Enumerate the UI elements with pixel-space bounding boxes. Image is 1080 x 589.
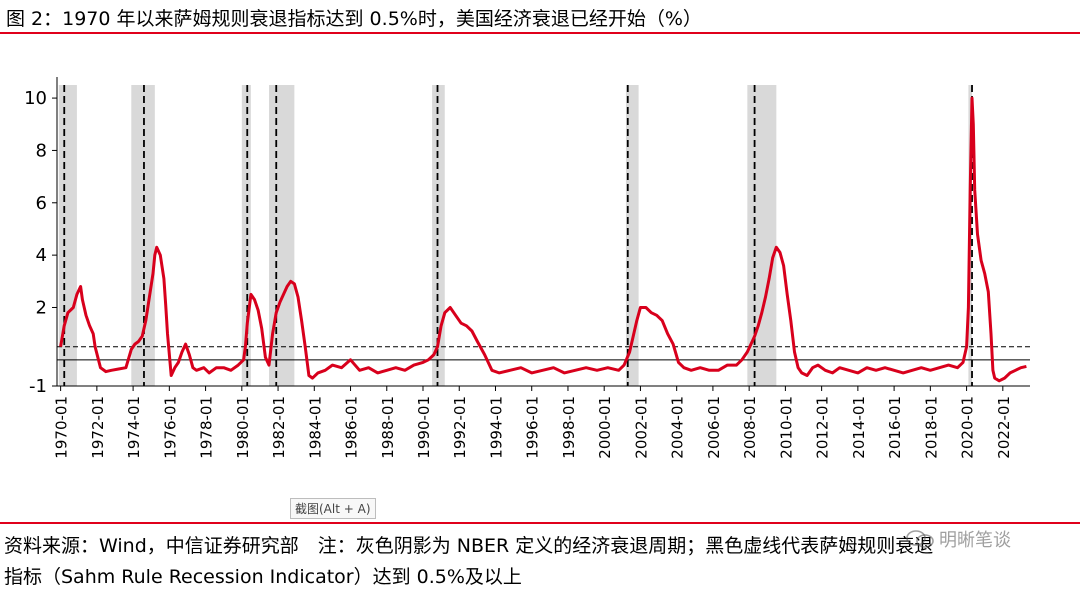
x-tick-label: 1976-01: [161, 396, 179, 459]
x-tick-label: 1996-01: [524, 396, 542, 459]
title-divider: [0, 32, 1080, 34]
x-tick-label: 1970-01: [53, 396, 71, 459]
x-tick-label: 2002-01: [632, 396, 650, 459]
recession-band: [241, 85, 251, 386]
footer-divider: [0, 522, 1080, 524]
recession-shading: [58, 85, 973, 386]
recession-band: [131, 85, 155, 386]
x-tick-label: 1988-01: [379, 396, 397, 459]
x-tick-label: 1984-01: [306, 396, 324, 459]
chart-title: 图 2：1970 年以来萨姆规则衰退指标达到 0.5%时，美国经济衰退已经开始（…: [6, 8, 702, 30]
x-tick-label: 1980-01: [234, 396, 252, 459]
x-tick-label: 2022-01: [995, 396, 1013, 459]
x-tick-label: 1978-01: [198, 396, 216, 459]
y-tick-label: 2: [36, 297, 47, 318]
series-layer: [59, 96, 1027, 383]
wechat-icon: [906, 530, 934, 548]
x-tick-label: 2016-01: [886, 396, 904, 459]
x-tick-label: 1972-01: [89, 396, 107, 459]
x-tick-label: 1994-01: [488, 396, 506, 459]
footnote: 指标（Sahm Rule Recession Indicator）达到 0.5%…: [4, 566, 522, 588]
x-tick-label: 1982-01: [270, 396, 288, 459]
y-tick-label: 8: [36, 140, 47, 161]
x-tick-label: 1990-01: [415, 396, 433, 459]
x-tick-labels: 1970-01 1972-01 1974-01 1976-01 1978-01 1980-…: [53, 386, 1013, 459]
screenshot-tooltip: 截图(Alt + A): [290, 498, 376, 519]
recession-band: [625, 85, 639, 386]
trigger-lines: [63, 85, 973, 386]
source-note: 资料来源：Wind，中信证券研究部 注：灰色阴影为 NBER 定义的经济衰退周期…: [4, 535, 934, 557]
recession-band: [58, 85, 77, 386]
y-tick-label: 10: [24, 88, 47, 109]
x-tick-label: 2018-01: [922, 396, 940, 459]
x-tick-label: 2012-01: [814, 396, 832, 459]
y-tick-label: 6: [36, 193, 47, 214]
x-tick-label: 2004-01: [669, 396, 687, 459]
recession-band: [747, 85, 777, 386]
y-tick-label: -1: [29, 376, 47, 397]
x-tick-label: 2006-01: [705, 396, 723, 459]
recession-band: [432, 85, 445, 386]
y-tick-labels: -1 2 4 6 8 10: [24, 88, 57, 397]
x-tick-label: 2000-01: [596, 396, 614, 459]
y-tick-label: 4: [36, 245, 47, 266]
axes: [56, 77, 1030, 387]
x-tick-label: 1986-01: [343, 396, 361, 459]
x-tick-label: 1974-01: [125, 396, 143, 459]
sahm-rule-series: [59, 96, 1027, 383]
watermark-text: 明晰笔谈: [939, 530, 1011, 551]
x-tick-label: 1992-01: [451, 396, 469, 459]
x-tick-label: 2020-01: [959, 396, 977, 459]
x-tick-label: 2010-01: [777, 396, 795, 459]
x-tick-label: 2008-01: [741, 396, 759, 459]
watermark: 明晰笔谈: [905, 526, 1011, 552]
x-tick-label: 2014-01: [850, 396, 868, 459]
x-tick-label: 1998-01: [560, 396, 578, 459]
